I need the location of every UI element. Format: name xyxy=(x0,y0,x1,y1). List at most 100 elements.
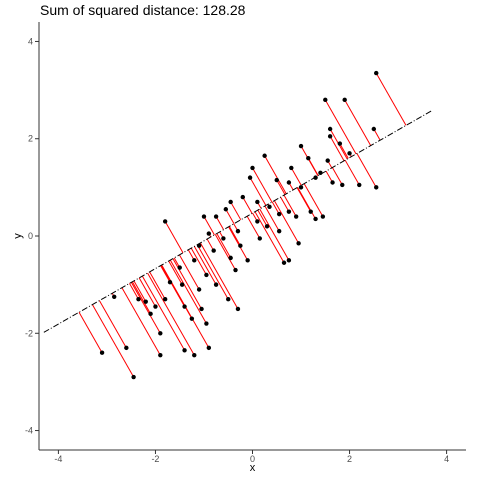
residual-line xyxy=(196,244,229,300)
data-point xyxy=(357,182,362,188)
y-tick-label: -4 xyxy=(25,426,33,436)
data-point xyxy=(325,158,330,163)
residual-line xyxy=(78,311,103,353)
residual-line xyxy=(225,209,235,224)
data-point xyxy=(204,272,209,278)
data-point xyxy=(228,199,233,205)
residual-line xyxy=(375,72,407,126)
data-point xyxy=(374,185,379,190)
data-point xyxy=(199,306,204,312)
residual-line xyxy=(206,238,215,251)
data-point xyxy=(177,265,182,270)
data-point xyxy=(167,280,173,285)
x-tick-label: 4 xyxy=(444,454,449,464)
x-tick-label: 2 xyxy=(347,454,352,464)
data-point xyxy=(196,243,202,248)
residual-line xyxy=(273,200,300,244)
data-point xyxy=(281,260,287,265)
residual-line xyxy=(131,281,152,315)
data-point xyxy=(293,214,299,219)
residual-line xyxy=(214,234,236,271)
y-axis-ticks: -4 -2 0 2 4 xyxy=(25,36,39,436)
data-point xyxy=(213,282,219,287)
data-point xyxy=(267,204,272,210)
residual-line xyxy=(249,177,267,206)
x-axis-title: x xyxy=(250,462,256,474)
residual-line xyxy=(141,275,186,351)
data-point xyxy=(240,194,245,200)
residual-line xyxy=(164,221,184,254)
data-point xyxy=(318,170,323,175)
data-point xyxy=(320,214,326,219)
residual-line xyxy=(216,233,232,259)
residual-line xyxy=(271,201,280,215)
residual-line xyxy=(252,167,273,203)
residual-line xyxy=(264,155,287,195)
data-point xyxy=(342,97,347,103)
residual-line xyxy=(172,258,202,310)
residual-line xyxy=(329,136,345,162)
x-tick-label: -2 xyxy=(151,454,159,464)
data-point xyxy=(327,134,333,139)
residual-line xyxy=(290,167,302,186)
data-point xyxy=(143,299,148,304)
data-point xyxy=(274,177,279,183)
data-point xyxy=(286,180,292,185)
y-tick-label: -2 xyxy=(25,328,33,338)
data-point xyxy=(255,219,260,224)
residual-line xyxy=(296,187,312,212)
residual-line xyxy=(129,283,139,300)
residual-line xyxy=(149,271,166,300)
data-point xyxy=(233,267,238,273)
data-point xyxy=(337,141,343,146)
data-point xyxy=(235,228,241,234)
residual-line xyxy=(169,259,207,324)
residual-line xyxy=(160,265,171,283)
data-point xyxy=(148,311,153,317)
data-point xyxy=(308,209,313,214)
data-point xyxy=(276,211,282,217)
data-point xyxy=(136,297,141,302)
residual-line xyxy=(230,201,242,221)
y-axis-title: y xyxy=(12,233,24,239)
data-point xyxy=(196,287,202,292)
residual-line xyxy=(147,272,195,356)
data-point xyxy=(162,297,168,302)
residual-line xyxy=(307,157,319,176)
data-point xyxy=(286,209,292,214)
residual-line xyxy=(130,282,161,334)
residual-line xyxy=(121,287,161,356)
data-point xyxy=(276,228,282,234)
y-tick-label: 0 xyxy=(28,231,33,241)
x-axis-ticks: -4 -2 0 2 4 xyxy=(54,450,449,464)
data-point xyxy=(153,304,158,309)
residual-line xyxy=(168,260,183,285)
data-point xyxy=(206,231,212,236)
data-point xyxy=(238,243,243,248)
data-point xyxy=(247,175,253,180)
data-point xyxy=(201,214,207,219)
x-tick-label: 0 xyxy=(250,454,255,464)
data-point xyxy=(158,352,163,358)
data-point xyxy=(340,182,345,188)
residual-line xyxy=(203,216,215,236)
fitted-line-group xyxy=(43,110,433,333)
data-point xyxy=(286,258,292,263)
data-point xyxy=(211,248,216,253)
data-point xyxy=(162,219,168,224)
residual-line xyxy=(339,143,349,159)
residual-line xyxy=(297,187,317,220)
data-point xyxy=(221,236,226,241)
data-point xyxy=(298,143,304,149)
residual-line xyxy=(246,215,261,239)
residual-line xyxy=(228,226,241,246)
residual-line xyxy=(283,194,297,217)
residual-line xyxy=(193,246,217,285)
data-point xyxy=(298,185,304,190)
data-point xyxy=(192,352,197,358)
data-points xyxy=(99,70,379,380)
data-point xyxy=(257,236,262,241)
data-point xyxy=(182,304,187,309)
data-point xyxy=(330,180,335,185)
fitted-line xyxy=(43,110,433,333)
